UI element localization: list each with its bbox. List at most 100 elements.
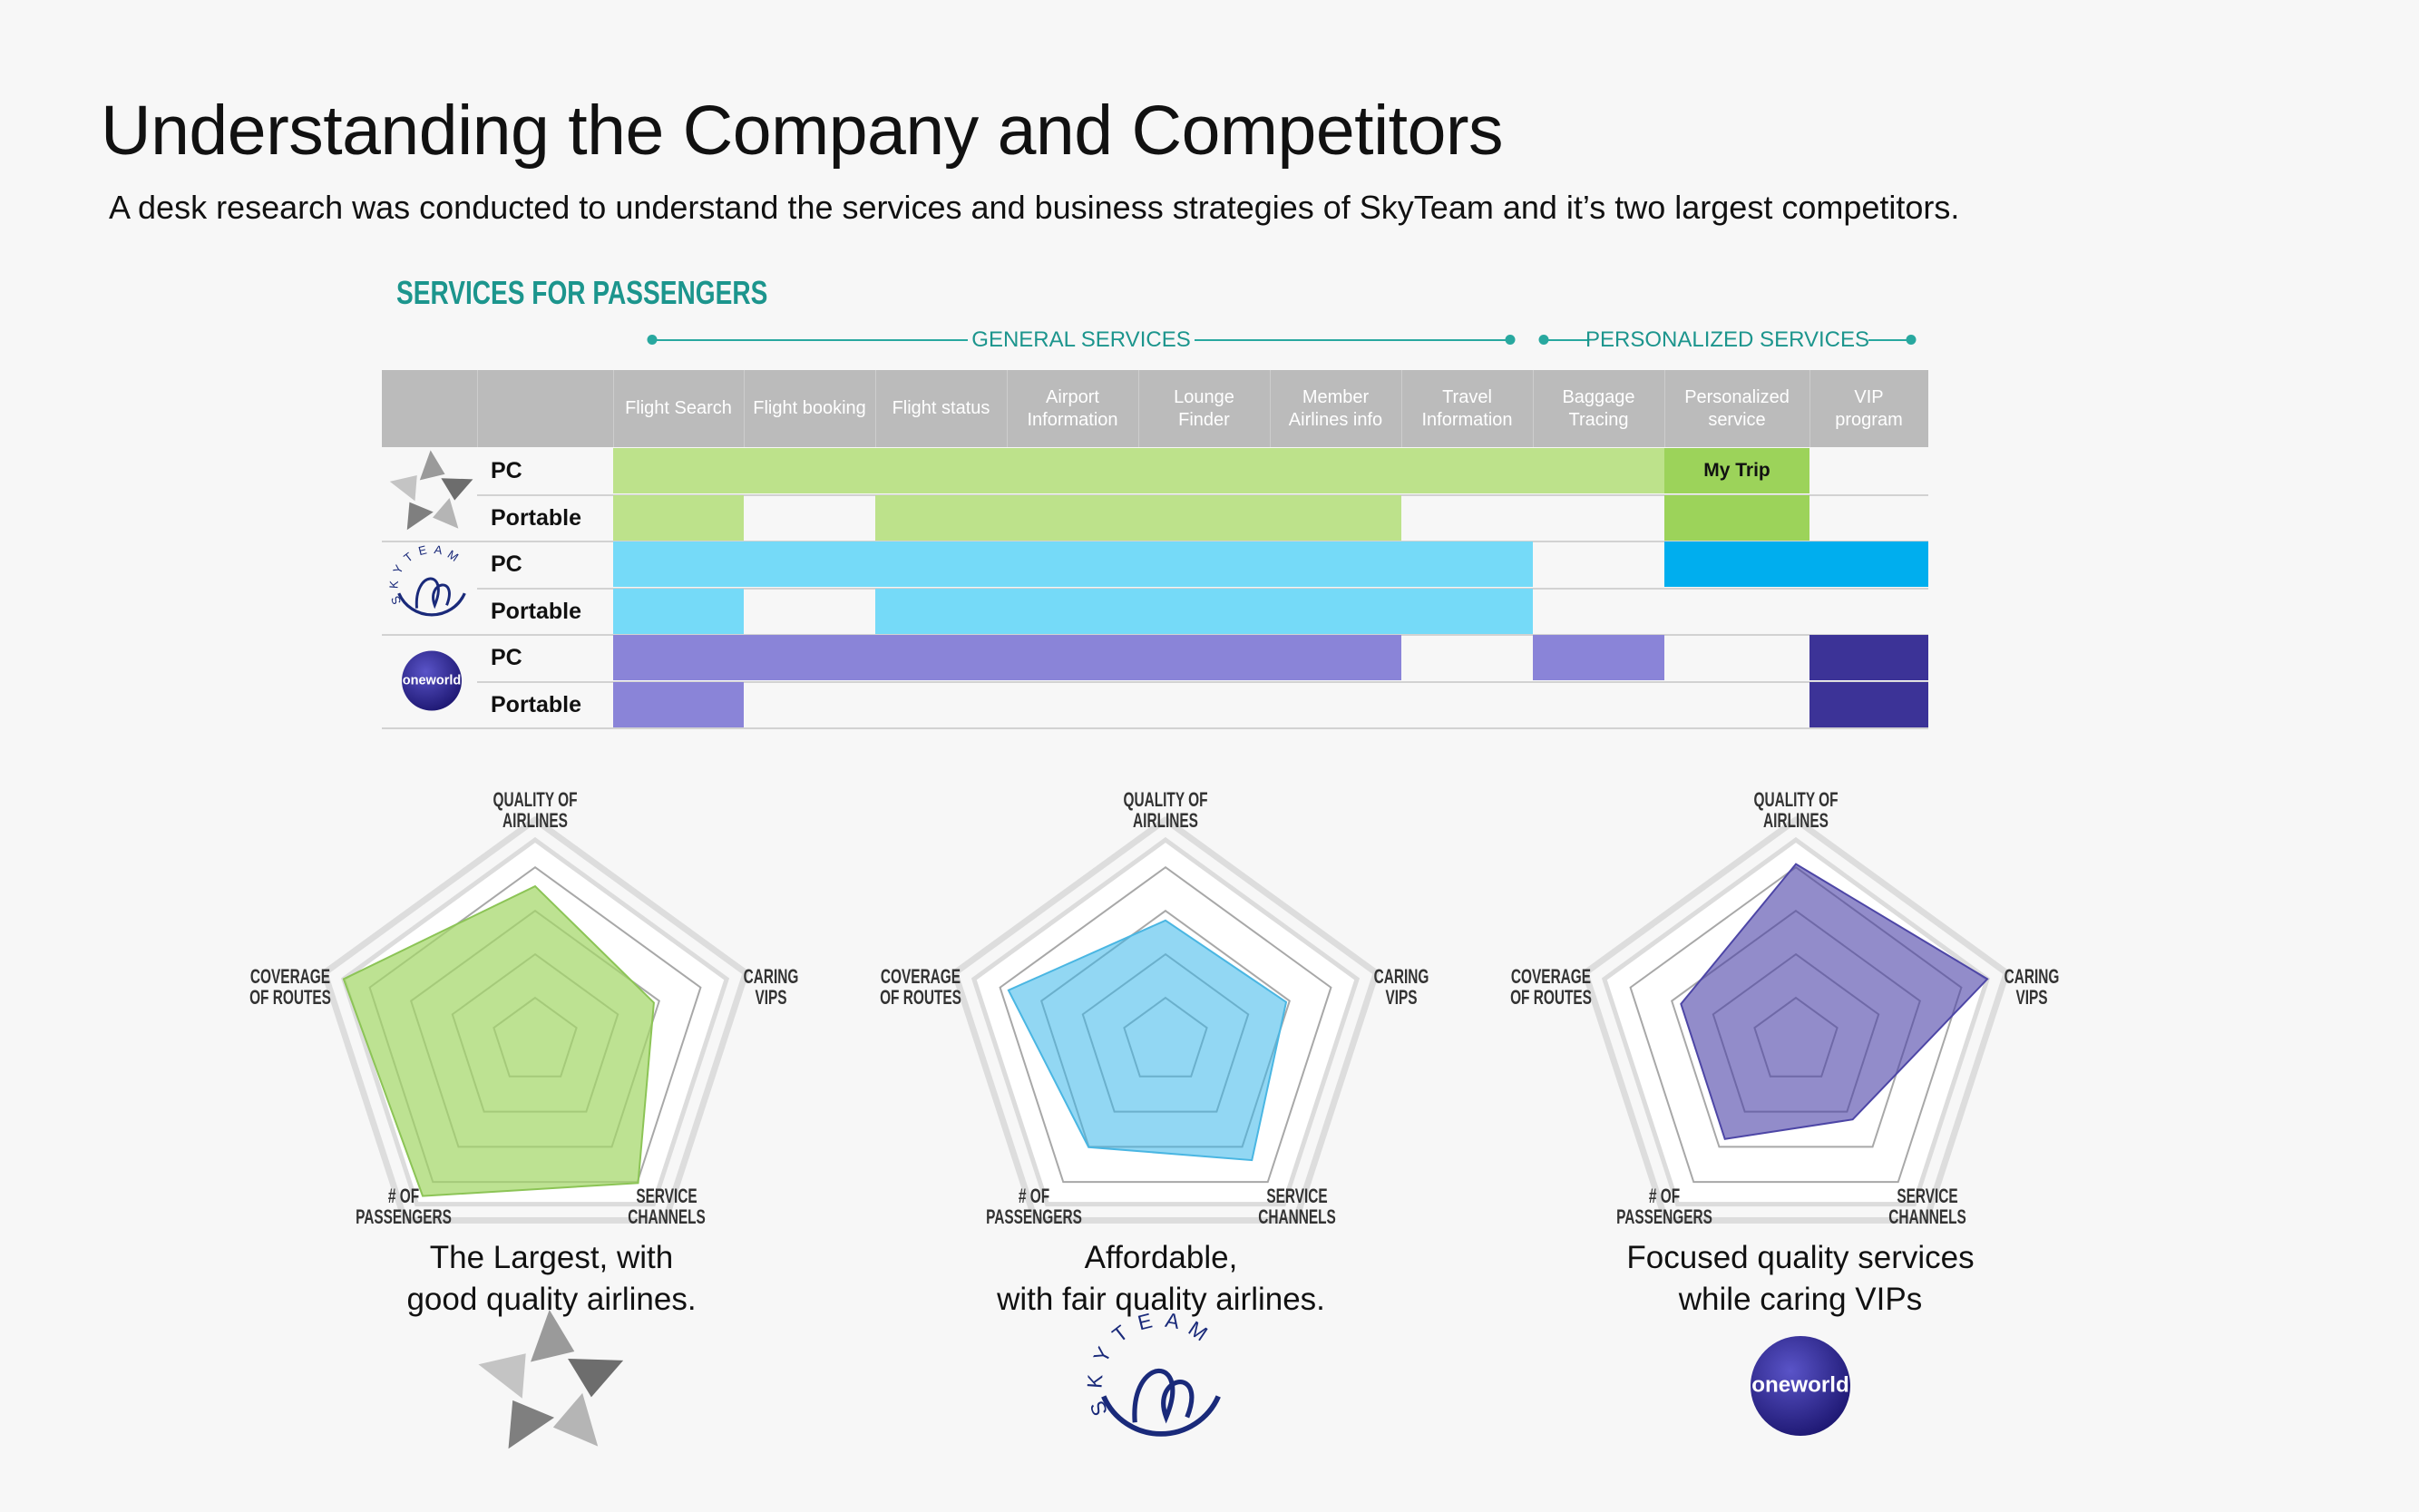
service-cell: [1138, 635, 1270, 680]
service-cell: [1007, 541, 1138, 587]
column-header: Flight booking: [753, 398, 866, 418]
platform-label: PC: [491, 458, 522, 483]
svg-text:E: E: [417, 542, 428, 558]
radar-series-area: [1680, 863, 1989, 1140]
platform-label: PC: [491, 645, 522, 670]
service-cell: [1809, 635, 1928, 680]
svg-text:oneworld: oneworld: [1751, 1373, 1849, 1398]
radar-grid-ring: [999, 865, 1332, 1184]
group-label: PERSONALIZED SERVICES: [1585, 327, 1869, 352]
service-cell: [875, 541, 1007, 587]
radar-axis-label: COVERAGE OF ROUTES: [249, 965, 331, 1009]
service-cell: [1270, 494, 1401, 541]
row-separator: [382, 727, 1928, 729]
cell-label: My Trip: [1703, 460, 1770, 481]
service-cell: [1401, 588, 1533, 634]
service-cell: [1664, 448, 1809, 493]
radar-axis-label: # OF PASSENGERS: [356, 1185, 452, 1228]
table-header-divider: [1664, 370, 1665, 447]
svg-text:E: E: [1136, 1308, 1155, 1334]
radar-chart-0: [321, 816, 749, 1224]
table-header-divider: [1007, 370, 1008, 447]
radar-series-area: [342, 884, 655, 1197]
radar-axis-label: CARING VIPS: [743, 965, 799, 1009]
table-header-divider: [1809, 370, 1810, 447]
service-cell: [613, 494, 744, 541]
svg-text:M: M: [445, 547, 462, 564]
service-cell: [1007, 588, 1138, 634]
radar-axis-label: # OF PASSENGERS: [1616, 1185, 1712, 1228]
service-cell: [1270, 541, 1401, 587]
service-cell: [1007, 635, 1138, 680]
radar-axis-label: QUALITY OF AIRLINES: [1753, 788, 1839, 832]
column-header: Travel Information: [1421, 386, 1513, 430]
radar-chart-2: [1582, 816, 2010, 1224]
group-bracket-dot-end: [1906, 335, 1917, 345]
svg-text:Y: Y: [390, 562, 405, 576]
table-header-band: [382, 370, 1928, 447]
service-cell: [613, 681, 744, 727]
platform-label: Portable: [491, 598, 582, 624]
service-cell: [1007, 494, 1138, 541]
radar-outer-frame: [321, 816, 749, 1224]
alliance-logo: [478, 1310, 624, 1449]
table-header-divider: [1401, 370, 1402, 447]
radar-chart-1: [951, 816, 1380, 1224]
group-bracket-line: [1544, 339, 1587, 341]
page-subtitle: A desk research was conducted to underst…: [109, 189, 1960, 226]
column-header: Lounge Finder: [1174, 386, 1234, 430]
service-cell: [875, 494, 1007, 541]
alliance-caption: Affordable, with fair quality airlines.: [997, 1240, 1325, 1317]
svg-text:S: S: [388, 594, 404, 607]
group-bracket-dot-end: [1505, 335, 1516, 345]
service-cell: [613, 635, 744, 680]
service-cell: [1809, 541, 1928, 587]
table-header-divider: [744, 370, 745, 447]
service-cell: [613, 588, 744, 634]
service-cell: [1664, 541, 1809, 587]
radar-axis-label: COVERAGE OF ROUTES: [880, 965, 961, 1009]
column-header: Airport Information: [1027, 386, 1118, 430]
service-cell: [1401, 541, 1533, 587]
service-cell: [1138, 494, 1270, 541]
service-cell: [1533, 635, 1664, 680]
column-header: Member Airlines info: [1288, 386, 1383, 430]
radar-outer-frame: [951, 816, 1380, 1224]
section-heading: SERVICES FOR PASSENGERS: [396, 274, 768, 311]
column-header: VIP program: [1835, 386, 1903, 430]
service-cell: [613, 541, 744, 587]
service-cell: [1533, 448, 1664, 493]
radar-axis-label: SERVICE CHANNELS: [628, 1185, 706, 1228]
svg-text:K: K: [1082, 1373, 1107, 1390]
service-cell: [875, 635, 1007, 680]
row-separator: [477, 680, 1928, 683]
column-header: Flight Search: [625, 398, 732, 418]
column-header: Personalized service: [1684, 386, 1790, 430]
table-header-divider: [1533, 370, 1534, 447]
svg-text:T: T: [1107, 1321, 1132, 1347]
group-bracket-line: [1868, 339, 1911, 341]
svg-text:T: T: [401, 550, 415, 565]
column-header: Baggage Tracing: [1562, 386, 1635, 430]
service-cell: [875, 588, 1007, 634]
platform-label: PC: [491, 551, 522, 577]
table-header-divider: [613, 370, 614, 447]
service-cell: [744, 448, 875, 493]
service-cell: [744, 541, 875, 587]
alliance-logo: oneworld: [1751, 1336, 1850, 1436]
group-bracket-line: [1195, 339, 1510, 341]
column-header: Flight status: [892, 398, 990, 418]
service-cell: [1270, 588, 1401, 634]
table-header-divider: [875, 370, 876, 447]
radar-axis-label: COVERAGE OF ROUTES: [1510, 965, 1592, 1009]
radar-axis-label: SERVICE CHANNELS: [1258, 1185, 1336, 1228]
alliance-caption: The Largest, with good quality airlines.: [406, 1240, 697, 1317]
svg-text:A: A: [1164, 1308, 1182, 1333]
radar-axis-label: SERVICE CHANNELS: [1888, 1185, 1966, 1228]
platform-label: Portable: [491, 504, 582, 531]
service-cell: [1007, 448, 1138, 493]
services-table: Flight Search Flight booking Flight status…: [382, 370, 1928, 730]
